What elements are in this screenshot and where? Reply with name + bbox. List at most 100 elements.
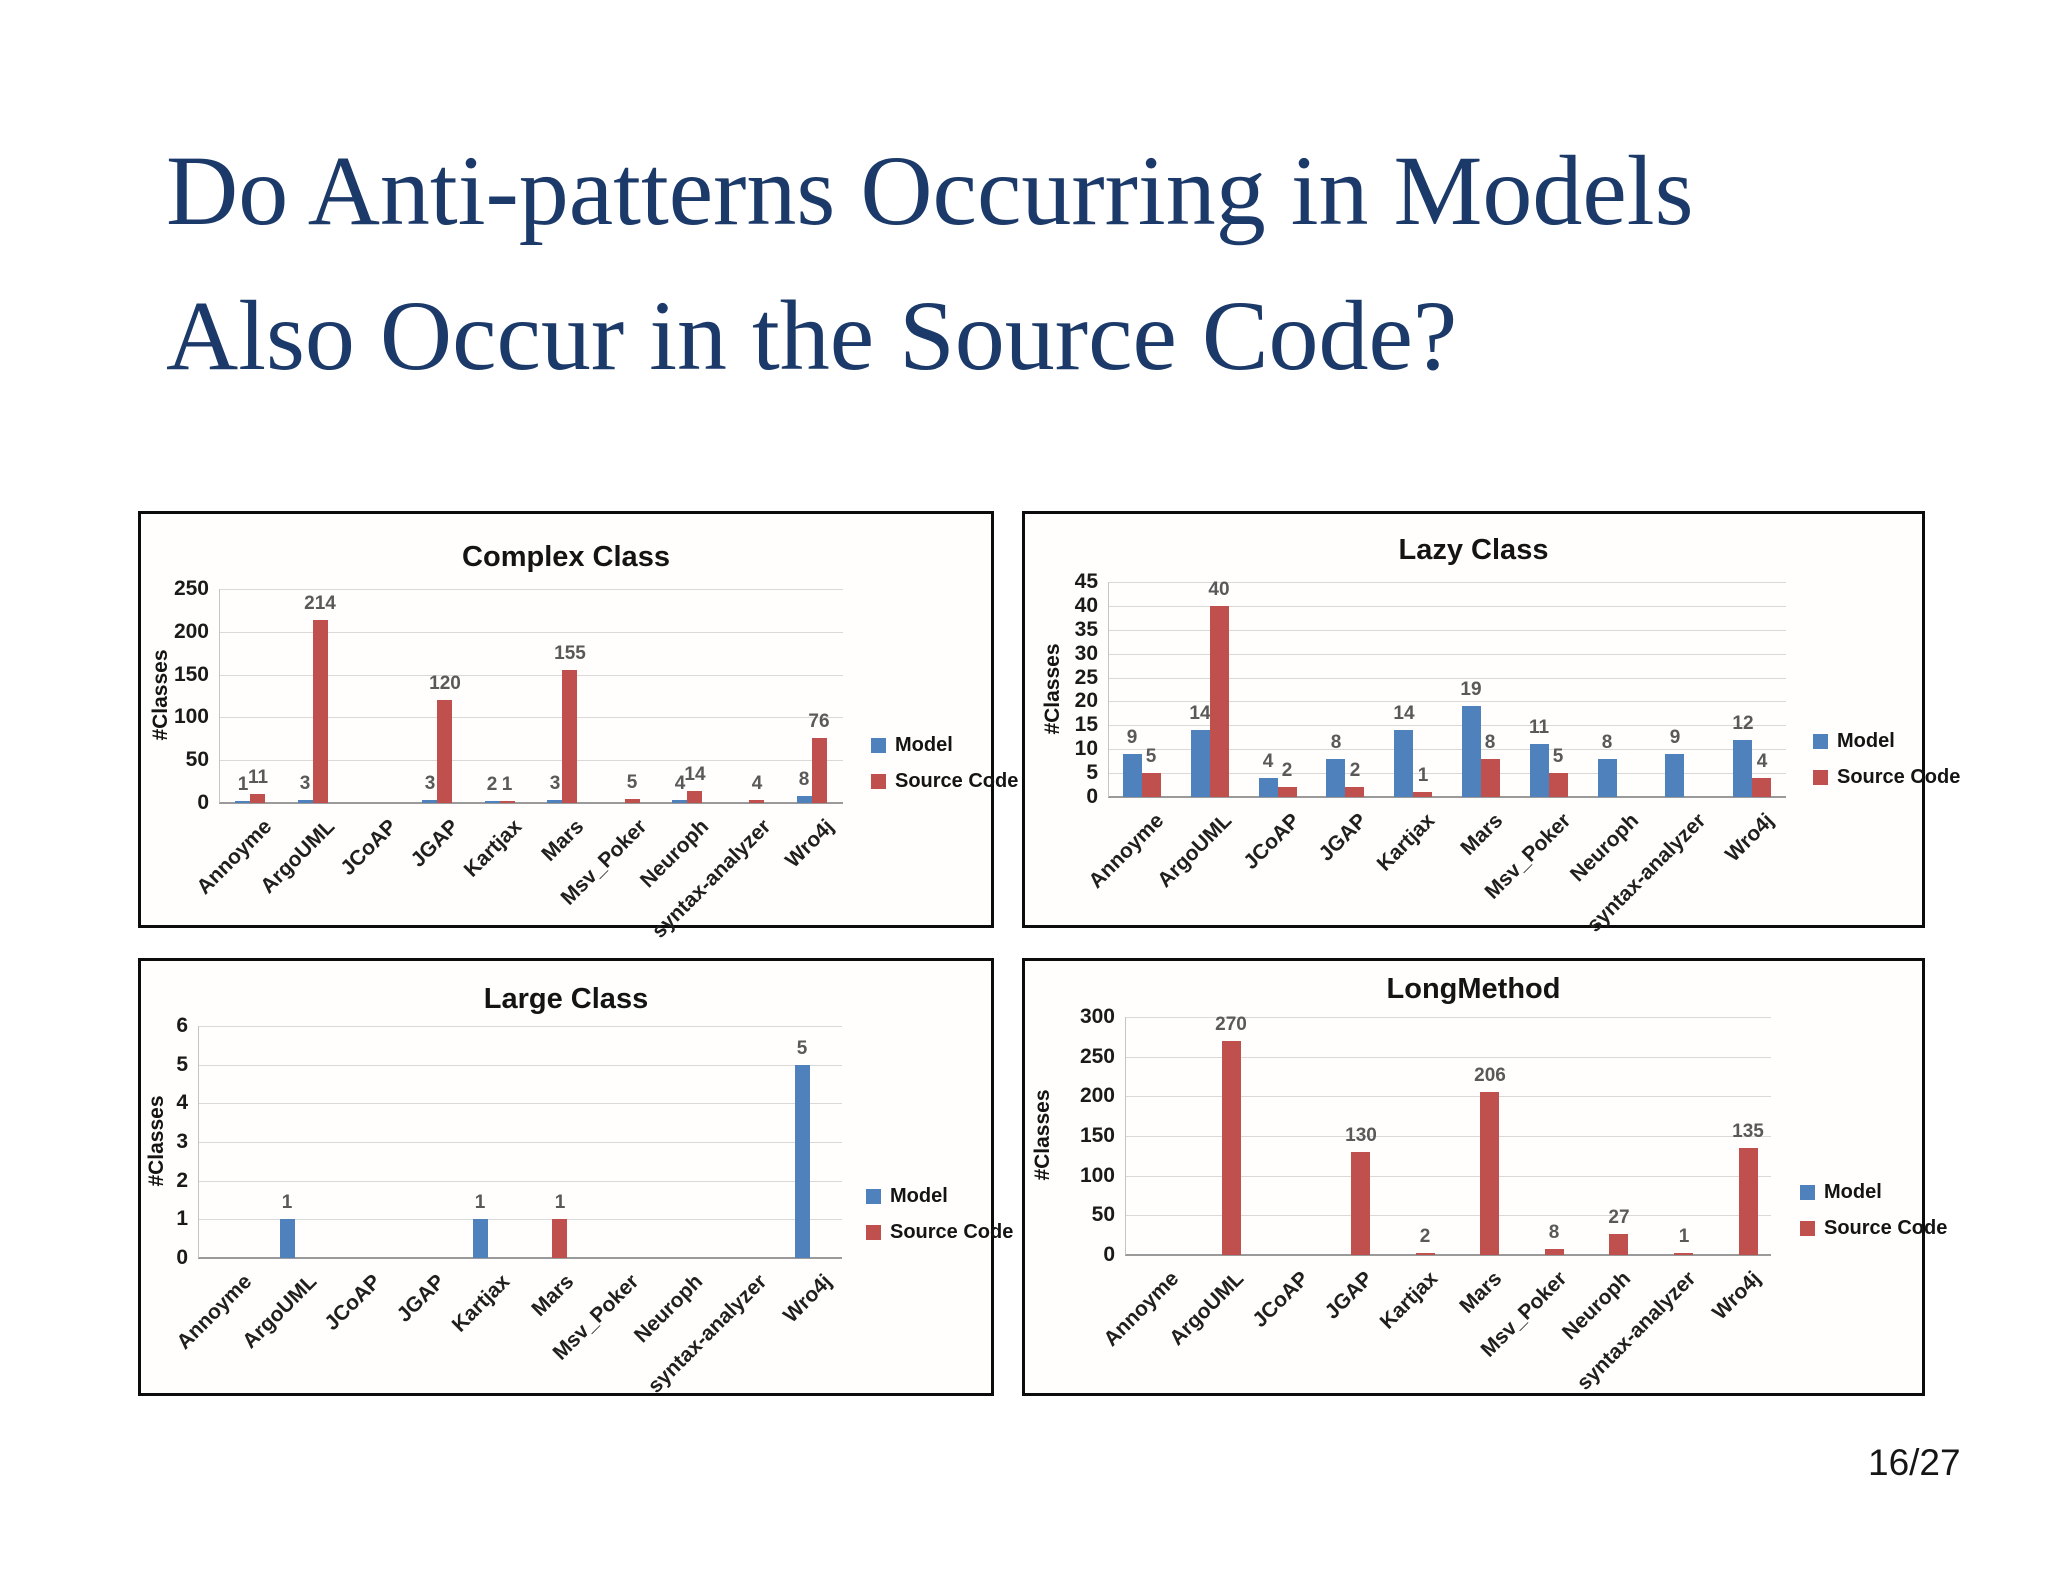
bar-value-label: 14 <box>684 764 706 785</box>
y-tick-label: 20 <box>1074 689 1098 712</box>
gridline <box>1108 606 1786 607</box>
gridline <box>1125 1017 1771 1018</box>
y-tick-label: 100 <box>173 705 209 728</box>
legend-label: Source Code <box>890 1221 1014 1243</box>
gridline <box>1108 749 1786 750</box>
bar-value-label: 2 <box>1281 760 1293 781</box>
bar-source-code-kartjax <box>1413 792 1432 797</box>
gridline <box>219 760 843 761</box>
bar-source-code-jgap <box>1351 1152 1370 1255</box>
legend-label: Model <box>1837 730 1895 752</box>
y-tick-label: 200 <box>1079 1084 1115 1107</box>
y-tick-label: 5 <box>176 1053 188 1076</box>
bar-value-label: 2 <box>1349 760 1361 781</box>
bar-source-code-annoyme <box>250 794 265 803</box>
bar-model-annoyme <box>235 801 250 803</box>
chart-title: Lazy Class <box>1398 534 1549 566</box>
gridline <box>198 1142 842 1143</box>
gridline <box>219 717 843 718</box>
bar-source-code-wro4j <box>1752 778 1771 797</box>
y-axis-line <box>198 1026 199 1258</box>
bar-model-kartjax <box>473 1219 488 1258</box>
plot-area: 0 50 100 150 200 250 1 3 3 2 3 4 8 11 214 120 1 155 5 14 4 76… <box>174 577 843 943</box>
bar-value-label: 14 <box>1393 703 1415 724</box>
bar-value-label: 14 <box>1189 703 1211 724</box>
bar-value-label: 2 <box>486 774 498 795</box>
bar-value-label: 155 <box>554 643 586 664</box>
legend-swatch-model <box>871 738 886 753</box>
bar-model-annoyme <box>1123 754 1142 797</box>
bar-source-code-mars <box>562 670 577 803</box>
bar-value-label: 1 <box>1417 765 1429 786</box>
y-tick-label: 35 <box>1074 618 1098 641</box>
bar-value-label: 4 <box>1262 751 1274 772</box>
bar-value-label: 3 <box>424 773 436 794</box>
bar-value-label: 214 <box>304 593 336 614</box>
bar-source-code-syntax-analyzer <box>1674 1253 1693 1255</box>
x-axis-line <box>1108 796 1786 798</box>
legend-label: Source Code <box>895 770 1019 792</box>
y-tick-label: 30 <box>1074 642 1098 665</box>
legend-label: Model <box>895 734 953 756</box>
legend-swatch-source-code <box>871 774 886 789</box>
bar-source-code-kartjax <box>1416 1253 1435 1255</box>
bar-value-label: 206 <box>1474 1065 1506 1086</box>
y-tick-label: 6 <box>176 1014 188 1037</box>
bar-source-code-kartjax <box>500 801 515 803</box>
legend-swatch-model <box>1813 734 1828 749</box>
bar-value-label: 5 <box>796 1038 808 1059</box>
legend-swatch-model <box>1800 1185 1815 1200</box>
bar-value-label: 1 <box>501 774 513 795</box>
bar-source-code-argouml <box>1210 606 1229 797</box>
y-tick-label: 3 <box>176 1130 188 1153</box>
bar-value-label: 9 <box>1669 727 1681 748</box>
bar-model-neuroph <box>672 800 687 803</box>
bar-source-code-neuroph <box>687 791 702 803</box>
bar-source-code-wro4j <box>812 738 827 803</box>
legend: Model Source Code <box>1813 730 1960 802</box>
gridline <box>198 1065 842 1066</box>
bar-source-code-argouml <box>313 620 328 803</box>
legend: Model Source Code <box>871 734 1018 806</box>
legend-label: Model <box>1824 1181 1882 1203</box>
y-tick-label: 4 <box>176 1091 188 1114</box>
bar-model-neuroph <box>1598 759 1617 797</box>
legend-item-model: Model <box>1813 730 1960 753</box>
bar-model-msv-poker <box>1530 744 1549 797</box>
gridline <box>1125 1215 1771 1216</box>
bar-value-label: 1 <box>554 1192 566 1213</box>
bar-value-label: 130 <box>1345 1125 1377 1146</box>
gridline <box>1108 630 1786 631</box>
bar-value-label: 135 <box>1732 1121 1764 1142</box>
legend-item-model: Model <box>871 734 1018 757</box>
legend-item-source-code: Source Code <box>1813 766 1960 789</box>
x-axis-line <box>1125 1254 1771 1256</box>
bar-source-code-annoyme <box>1142 773 1161 797</box>
y-tick-label: 5 <box>1086 761 1098 784</box>
gridline <box>1108 773 1786 774</box>
gridline <box>1108 582 1786 583</box>
bar-model-wro4j <box>797 796 812 803</box>
y-tick-label: 250 <box>173 577 209 600</box>
y-tick-label: 45 <box>1074 570 1098 593</box>
y-tick-label: 150 <box>173 663 209 686</box>
bar-model-jgap <box>422 800 437 803</box>
gridline <box>219 675 843 676</box>
slide-title-line2: Also Occur in the Source Code? <box>166 280 1458 391</box>
bar-source-code-jgap <box>1345 787 1364 797</box>
y-tick-label: 25 <box>1074 666 1098 689</box>
y-tick-label: 0 <box>1086 785 1098 808</box>
y-axis-label: #Classes <box>149 649 172 741</box>
y-tick-label: 40 <box>1074 594 1098 617</box>
bar-value-label: 19 <box>1460 679 1482 700</box>
y-axis-line <box>219 589 220 803</box>
bar-value-label: 27 <box>1608 1207 1630 1228</box>
x-axis-line <box>198 1257 842 1259</box>
legend-item-source-code: Source Code <box>866 1221 1013 1244</box>
gridline <box>1108 678 1786 679</box>
bar-source-code-mars <box>552 1219 567 1258</box>
legend-item-model: Model <box>866 1185 1013 1208</box>
gridline <box>198 1219 842 1220</box>
y-tick-label: 0 <box>176 1246 188 1269</box>
